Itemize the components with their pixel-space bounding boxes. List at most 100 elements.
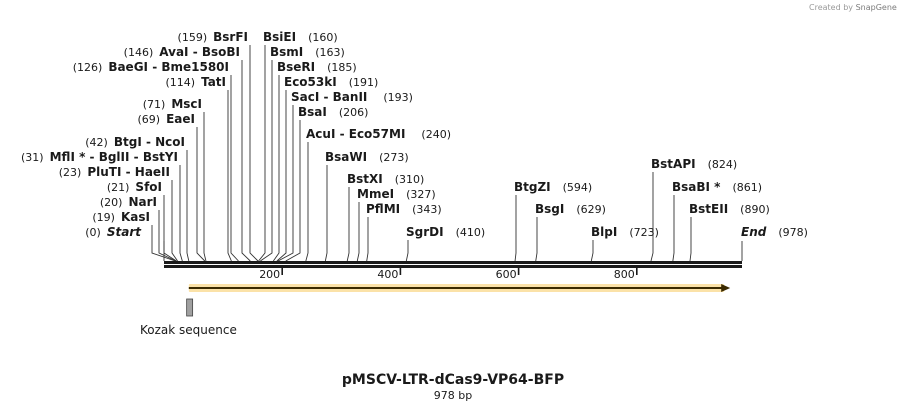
site-nari[interactable]: (20) NarI (100, 195, 157, 209)
site-pluti-haeii[interactable]: (23) PluTI - HaeII (59, 165, 170, 179)
site-end[interactable]: (978) End (741, 225, 808, 239)
site-position-eco53ki: (191) (349, 76, 379, 89)
site-leader-bsgi (535, 217, 538, 262)
site-name-end: End (741, 225, 767, 239)
site-leader-tati (227, 90, 232, 262)
site-eco53ki[interactable]: (191) Eco53kI (284, 75, 378, 89)
site-leader-btgzi (514, 195, 517, 262)
site-mfli-bglii-bstyi[interactable]: (31) MflI * - BglII - BstYI (21, 150, 178, 164)
site-leader-bstapi (650, 172, 654, 262)
site-leader-saci-banii (277, 105, 294, 262)
site-position-bsrfi: (159) (178, 31, 208, 44)
site-sgrdi[interactable]: (410) SgrDI (406, 225, 485, 239)
site-name-blpi: BlpI (591, 225, 617, 239)
site-name-sgrdi: SgrDI (406, 225, 444, 239)
site-baegi-bme1580i[interactable]: (126) BaeGI - Bme1580I (73, 60, 229, 74)
site-bsiei[interactable]: (160) BsiEI (263, 30, 338, 44)
site-position-eaei: (69) (138, 113, 161, 126)
site-bsabi[interactable]: (861) BsaBI * (672, 180, 762, 194)
site-leader-lines (151, 45, 743, 262)
site-avai-bsobi[interactable]: (146) AvaI - BsoBI (124, 45, 240, 59)
site-position-bsmi: (163) (315, 46, 345, 59)
site-msci[interactable]: (71) MscI (143, 97, 202, 111)
site-pflmi[interactable]: (343) PflMI (366, 202, 442, 216)
site-tati[interactable]: (114) TatI (165, 75, 226, 89)
site-leader-pflmi (366, 217, 369, 262)
site-name-saci-banii: SacI - BanII (291, 90, 367, 104)
kozak-sequence-label: Kozak sequence (140, 323, 237, 337)
site-btgi-ncoi[interactable]: (42) BtgI - NcoI (85, 135, 185, 149)
site-blpi[interactable]: (723) BlpI (591, 225, 659, 239)
site-btgzi[interactable]: (594) BtgZI (514, 180, 592, 194)
site-name-bsiei: BsiEI (263, 30, 296, 44)
sequence-length: 978 bp (434, 389, 472, 402)
site-position-kasi: (19) (92, 211, 115, 224)
site-sfoi[interactable]: (21) SfoI (107, 180, 162, 194)
site-bstapi[interactable]: (824) BstAPI (651, 157, 737, 171)
site-bstxi[interactable]: (310) BstXI (347, 172, 424, 186)
ruler-label-600: 600 (496, 268, 517, 281)
site-position-sgrdi: (410) (456, 226, 486, 239)
ruler-label-400: 400 (377, 268, 398, 281)
kozak-sequence-box[interactable] (186, 298, 194, 317)
site-position-start: (0) (85, 226, 101, 239)
site-name-bstapi: BstAPI (651, 157, 696, 171)
site-leader-pluti-haeii (171, 180, 178, 262)
site-position-tati: (114) (165, 76, 195, 89)
site-position-pflmi: (343) (412, 203, 442, 216)
site-name-sfoi: SfoI (135, 180, 162, 194)
site-name-bstxi: BstXI (347, 172, 383, 186)
site-position-saci-banii: (193) (383, 91, 413, 104)
site-leader-bseri (272, 75, 280, 262)
site-leader-bsmi (260, 60, 273, 262)
site-eaei[interactable]: (69) EaeI (138, 112, 196, 126)
site-saci-banii[interactable]: (193) SacI - BanII (291, 90, 413, 104)
site-leader-blpi (590, 240, 594, 262)
site-name-bsmi: BsmI (270, 45, 303, 59)
site-position-bstxi: (310) (395, 173, 425, 186)
site-leader-eco53ki (276, 90, 287, 262)
site-acui-eco57mi[interactable]: (240) AcuI - Eco57MI (306, 127, 451, 141)
site-leader-nari (158, 210, 177, 262)
site-bsgi[interactable]: (629) BsgI (535, 202, 606, 216)
site-position-end: (978) (778, 226, 808, 239)
site-position-mmei: (327) (406, 188, 436, 201)
site-position-avai-bsobi: (146) (124, 46, 154, 59)
site-bsteii[interactable]: (890) BstEII (689, 202, 770, 216)
site-name-bsabi: BsaBI * (672, 180, 721, 194)
site-bsai[interactable]: (206) BsaI (298, 105, 368, 119)
site-leader-bsrfi (249, 45, 259, 262)
orf-arrow-head (721, 284, 731, 292)
site-start[interactable]: (0) Start (85, 225, 142, 239)
site-mmei[interactable]: (327) MmeI (357, 187, 436, 201)
site-position-pluti-haeii: (23) (59, 166, 82, 179)
site-name-btgi-ncoi: BtgI - NcoI (114, 135, 185, 149)
site-leader-bstxi (346, 187, 350, 262)
site-name-eaei: EaeI (166, 112, 195, 126)
site-leader-baegi-bme1580i (230, 75, 239, 262)
site-position-baegi-bme1580i: (126) (73, 61, 103, 74)
backbone-bottom-strand (164, 265, 742, 268)
site-position-bsgi: (629) (576, 203, 606, 216)
ruler-label-200: 200 (259, 268, 280, 281)
site-bsawi[interactable]: (273) BsaWI (325, 150, 409, 164)
site-name-nari: NarI (128, 195, 157, 209)
site-bsmi[interactable]: (163) BsmI (270, 45, 345, 59)
site-name-pluti-haeii: PluTI - HaeII (87, 165, 170, 179)
backbone-top-strand (164, 261, 742, 264)
site-kasi[interactable]: (19) KasI (92, 210, 150, 224)
ruler-label-800: 800 (614, 268, 635, 281)
site-name-tati: TatI (201, 75, 226, 89)
site-bsrfi[interactable]: (159) BsrFI (178, 30, 248, 44)
site-leader-avai-bsobi (241, 60, 251, 262)
site-leader-bsteii (689, 217, 692, 262)
site-position-bseri: (185) (327, 61, 357, 74)
site-name-pflmi: PflMI (366, 202, 400, 216)
sequence-title: pMSCV-LTR-dCas9-VP64-BFP (342, 372, 564, 388)
site-name-mfli-bglii-bstyi: MflI * - BglII - BstYI (50, 150, 178, 164)
site-name-acui-eco57mi: AcuI - Eco57MI (306, 127, 405, 141)
site-name-bsteii: BstEII (689, 202, 728, 216)
site-bseri[interactable]: (185) BseRI (277, 60, 357, 74)
site-position-bsiei: (160) (308, 31, 338, 44)
site-name-bseri: BseRI (277, 60, 315, 74)
